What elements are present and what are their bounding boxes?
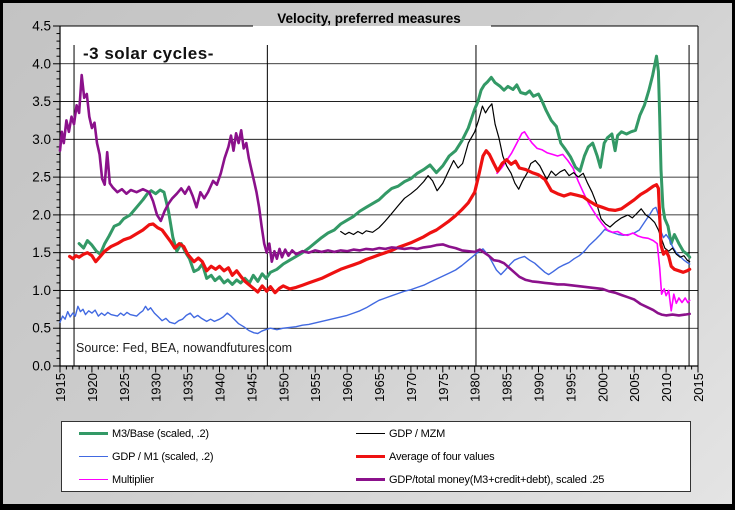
series-line-gdp_mzm <box>340 103 691 263</box>
solar-cycles-annotation: -3 solar cycles- <box>83 44 214 63</box>
x-tick-label: 1940 <box>213 373 228 402</box>
legend-label: GDP / M1 (scaled, .2) <box>112 450 214 463</box>
legend-label: Average of four values <box>389 450 495 463</box>
legend-item-gdp-total-money: GDP/total money(M3+credit+debt), scaled … <box>339 468 690 491</box>
legend-item-gdp-mzm: GDP / MZM <box>339 422 690 445</box>
legend-item-gdp-m1: GDP / M1 (scaled, .2) <box>62 445 339 468</box>
y-tick-label: 3.5 <box>32 94 51 109</box>
y-tick-label: 2.5 <box>32 170 51 185</box>
y-tick-label: 1.5 <box>32 245 51 260</box>
x-tick-label: 1915 <box>53 373 68 402</box>
x-tick-label: 1990 <box>532 373 547 402</box>
source-note: Source: Fed, BEA, nowandfutures.com <box>76 341 292 355</box>
x-tick-label: 1935 <box>181 373 196 402</box>
x-tick-label: 2005 <box>627 373 642 402</box>
legend-item-average: Average of four values <box>339 445 690 468</box>
y-tick-label: 0.5 <box>32 321 51 336</box>
y-tick-label: 4.5 <box>32 19 51 34</box>
gdp-m1-line-swatch <box>79 455 108 458</box>
gdp-total-money-line-swatch <box>356 478 385 481</box>
y-tick-label: 0.0 <box>32 359 51 374</box>
y-tick-label: 2.0 <box>32 207 51 222</box>
x-tick-label: 1955 <box>308 373 323 402</box>
x-tick-label: 1985 <box>500 373 515 402</box>
gdp-mzm-line-swatch <box>356 432 385 435</box>
m3base-line-swatch <box>79 432 108 435</box>
x-tick-label: 1980 <box>468 373 483 402</box>
series-line-multiplier <box>496 131 691 312</box>
legend-label: GDP/total money(M3+credit+debt), scaled … <box>389 473 605 486</box>
legend-label: M3/Base (scaled, .2) <box>112 427 209 440</box>
x-tick-label: 1965 <box>372 373 387 402</box>
x-tick-label: 1925 <box>117 373 132 402</box>
x-tick-label: 1950 <box>276 373 291 402</box>
y-tick-label: 1.0 <box>32 283 51 298</box>
legend: M3/Base (scaled, .2) GDP / M1 (scaled, .… <box>61 421 691 492</box>
chart-title: Velocity, preferred measures <box>277 11 461 26</box>
multiplier-line-swatch <box>79 478 108 481</box>
series-line-average_of_four <box>67 149 692 295</box>
x-tick-label: 1920 <box>85 373 100 402</box>
x-tick-label: 1945 <box>244 373 259 402</box>
legend-label: GDP / MZM <box>389 427 446 440</box>
x-tick-label: 1970 <box>404 373 419 402</box>
x-tick-label: 1975 <box>436 373 451 402</box>
average-line-swatch <box>356 454 385 459</box>
legend-item-multiplier: Multiplier <box>62 468 339 491</box>
y-tick-label: 3.0 <box>32 132 51 147</box>
legend-label: Multiplier <box>112 473 155 486</box>
legend-item-m3base: M3/Base (scaled, .2) <box>62 422 339 445</box>
x-tick-label: 1995 <box>563 373 578 402</box>
x-tick-label: 2015 <box>691 373 706 402</box>
series-line-gdp_m1 <box>59 206 691 335</box>
x-tick-label: 1960 <box>340 373 355 402</box>
x-tick-label: 2010 <box>659 373 674 402</box>
series-line-gdp_total_money <box>58 73 692 317</box>
x-tick-label: 1930 <box>149 373 164 402</box>
x-tick-label: 2000 <box>595 373 610 402</box>
y-tick-label: 4.0 <box>32 56 51 71</box>
